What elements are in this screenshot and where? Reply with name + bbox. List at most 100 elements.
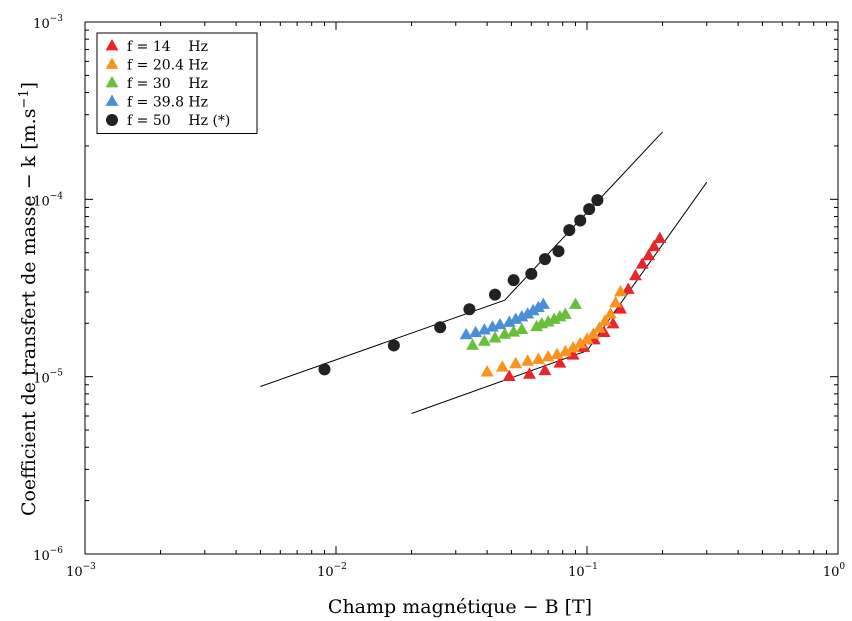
data-point-triangle — [521, 307, 535, 319]
data-point-triangle — [573, 336, 587, 349]
x-tick-exponent: −3 — [83, 562, 97, 572]
x-tick-base: 10 — [317, 565, 334, 580]
data-point-circle — [489, 288, 502, 301]
data-point-triangle — [536, 297, 550, 309]
legend-entry-label: f = 30 Hz — [127, 76, 208, 92]
data-point-triangle — [566, 348, 580, 360]
x-axis-title: Champ magnétique − B [T] — [328, 596, 592, 618]
legend-marker-triangle — [105, 94, 119, 106]
data-point-triangle — [558, 344, 572, 357]
legend-marker-circle — [106, 114, 118, 126]
data-point-triangle — [466, 338, 480, 350]
x-tick-base: 10 — [568, 565, 585, 580]
data-point-circle — [318, 363, 331, 376]
legend-marker-triangle — [105, 76, 119, 88]
data-point-triangle — [614, 302, 627, 314]
data-point-triangle — [569, 297, 582, 309]
data-point-triangle — [488, 331, 502, 343]
data-point-triangle — [629, 268, 642, 281]
data-point-circle — [538, 253, 551, 266]
data-point-triangle — [531, 300, 545, 312]
data-point-triangle — [477, 334, 491, 346]
data-point-triangle — [580, 332, 594, 344]
y-axis-title: Coefficient de transfert de masse − k [m… — [17, 82, 40, 516]
x-tick-label: 10−1 — [568, 562, 598, 580]
y-axis-title-exponent: −1 — [17, 89, 32, 108]
y-tick-base: 10 — [33, 372, 50, 387]
data-point-circle — [525, 267, 538, 280]
y-tick-exponent: −3 — [50, 14, 64, 24]
data-point-circle — [434, 321, 447, 334]
data-point-circle — [507, 274, 520, 287]
y-tick-label: 10−4 — [33, 191, 63, 209]
x-tick-exponent: 0 — [839, 562, 845, 572]
legend-box — [96, 32, 258, 134]
data-point-triangle — [598, 314, 612, 326]
legend-entry-label: f = 50 Hz (*) — [127, 113, 230, 129]
data-point-triangle — [459, 327, 473, 340]
legend-entry-label: f = 39.8 Hz — [127, 95, 208, 111]
data-point-triangle — [531, 352, 545, 364]
x-tick-exponent: −1 — [585, 562, 598, 572]
data-point-triangle — [521, 354, 535, 366]
fit-line — [411, 181, 708, 414]
y-tick-label: 10−5 — [33, 369, 63, 387]
y-tick-base: 10 — [33, 549, 50, 564]
data-point-triangle — [509, 356, 523, 369]
x-tick-label: 10−2 — [317, 562, 347, 580]
data-point-triangle — [635, 257, 649, 269]
data-point-triangle — [566, 341, 580, 353]
data-point-triangle — [495, 360, 509, 372]
x-tick-label: 100 — [823, 562, 846, 580]
data-point-triangle — [614, 285, 627, 297]
data-point-triangle — [493, 317, 507, 330]
data-point-triangle — [647, 239, 661, 252]
data-point-circle — [387, 339, 400, 352]
data-point-triangle — [609, 296, 623, 308]
fit-line — [260, 131, 663, 387]
data-point-triangle — [621, 282, 635, 294]
data-point-triangle — [642, 248, 656, 261]
x-tick-label: 10−3 — [66, 562, 96, 580]
y-axis-title-end: ] — [18, 82, 40, 89]
plot-frame — [84, 21, 839, 555]
data-point-triangle — [592, 321, 606, 333]
y-tick-label: 10−6 — [33, 546, 63, 564]
data-point-triangle — [550, 347, 564, 360]
x-tick-base: 10 — [823, 565, 840, 580]
data-point-triangle — [586, 327, 600, 339]
data-point-triangle — [502, 369, 516, 382]
data-markers — [318, 194, 667, 382]
legend: f = 14 Hz f = 20.4 Hz f = 30 Hz f = 39.8 Hz… — [96, 32, 258, 134]
data-point-triangle — [480, 365, 494, 377]
y-tick-exponent: −4 — [50, 191, 64, 201]
data-point-triangle — [523, 367, 536, 379]
data-point-triangle — [502, 315, 516, 327]
data-point-triangle — [538, 363, 552, 376]
data-point-circle — [563, 224, 576, 237]
legend-entry-label: f = 14 Hz — [127, 39, 208, 55]
data-point-triangle — [477, 323, 491, 335]
data-point-triangle — [604, 307, 617, 319]
data-point-circle — [591, 194, 604, 207]
data-point-circle — [583, 203, 596, 216]
data-point-triangle — [558, 307, 572, 319]
y-tick-base: 10 — [33, 194, 50, 209]
y-axis-title-main: Coefficient de transfert de masse − k [m… — [18, 109, 40, 517]
data-point-circle — [552, 245, 565, 258]
y-tick-base: 10 — [33, 17, 50, 32]
data-point-triangle — [526, 303, 540, 316]
legend-entry-label: f = 20.4 Hz — [127, 58, 208, 74]
data-point-circle — [463, 303, 476, 316]
legend-marker-triangle — [105, 39, 119, 51]
y-tick-label: 10−3 — [33, 14, 63, 32]
x-tick-exponent: −2 — [334, 562, 347, 572]
y-tick-exponent: −5 — [50, 369, 64, 379]
data-point-triangle — [515, 322, 529, 335]
x-tick-base: 10 — [66, 565, 83, 580]
legend-marker-triangle — [105, 57, 119, 69]
y-tick-exponent: −6 — [50, 546, 64, 556]
data-point-triangle — [653, 231, 667, 244]
